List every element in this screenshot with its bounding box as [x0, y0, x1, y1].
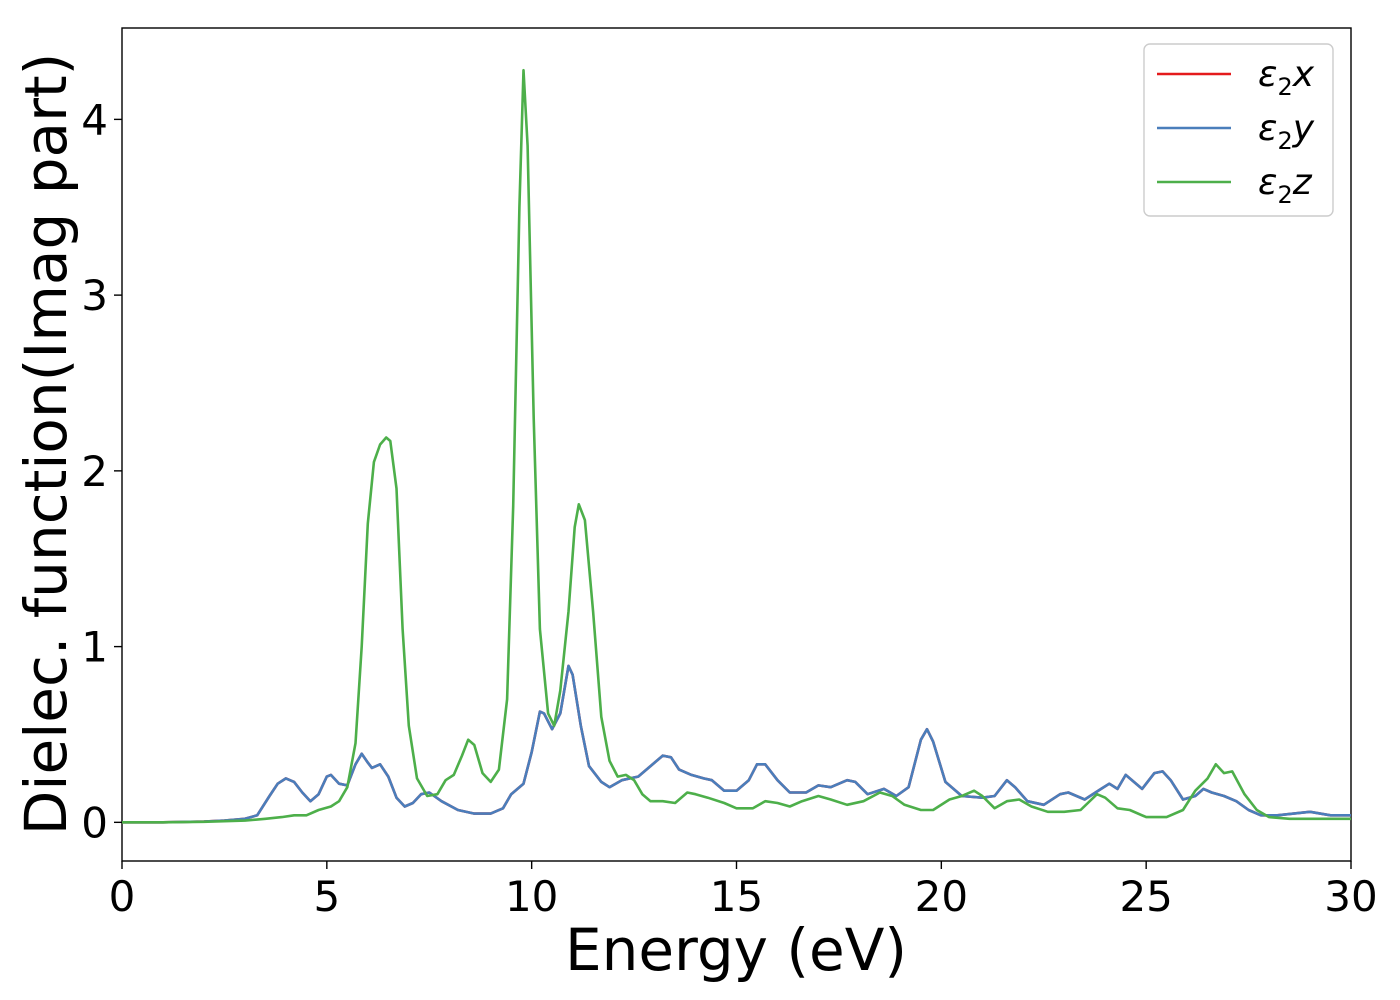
legend-label-base: ε [1258, 108, 1277, 149]
legend-label-sub: 2 [1277, 73, 1292, 101]
x-tick-label: 10 [505, 872, 558, 921]
legend-label-0: ε2x [1258, 54, 1315, 101]
y-tick-label: 1 [81, 623, 108, 672]
y-axis-ticks: 0 1 2 3 4 [81, 95, 122, 847]
x-tick-label: 20 [915, 872, 968, 921]
legend-label-tail: x [1292, 54, 1315, 95]
series-line-1 [122, 664, 1351, 824]
y-tick-label: 2 [81, 447, 108, 496]
x-tick-label: 0 [109, 872, 136, 921]
y-tick-label: 4 [81, 95, 108, 144]
series-layer [122, 68, 1351, 824]
legend-label-base: ε [1258, 54, 1277, 95]
x-tick-label: 15 [710, 872, 763, 921]
legend-label-1: ε2y [1258, 108, 1315, 155]
x-axis-title: Energy (eV) [565, 916, 907, 984]
x-tick-label: 25 [1119, 872, 1172, 921]
x-tick-label: 5 [313, 872, 340, 921]
x-axis-ticks: 0 5 10 15 20 25 30 [109, 861, 1378, 921]
y-axis-title: Dielec. function(Imag part) [12, 53, 80, 836]
y-tick-label: 0 [81, 798, 108, 847]
x-tick-label: 30 [1324, 872, 1377, 921]
y-tick-label: 3 [81, 271, 108, 320]
legend-label-sub: 2 [1277, 181, 1292, 209]
legend-label-base: ε [1258, 162, 1277, 203]
legend-box [1143, 43, 1334, 217]
legend-label-sub: 2 [1277, 127, 1292, 155]
series-line-2 [122, 68, 1351, 824]
legend-label-tail: z [1292, 162, 1313, 203]
legend-label-2: ε2z [1258, 162, 1313, 209]
legend-label-tail: y [1292, 108, 1315, 149]
